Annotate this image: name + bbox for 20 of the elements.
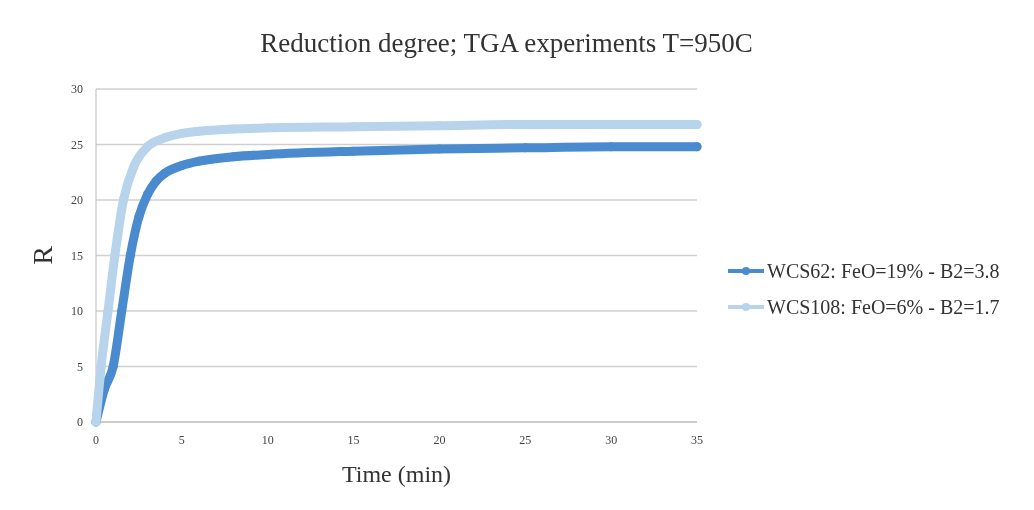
x-tick-label: 30 (605, 433, 618, 447)
x-tick-label: 10 (261, 433, 274, 447)
x-tick-label: 25 (519, 433, 532, 447)
y-tick-label: 30 (71, 82, 83, 97)
y-tick-label: 20 (71, 193, 83, 208)
legend-label: WCS62: FeO=19% - B2=3.8 (767, 260, 1000, 282)
chart-title: Reduction degree; TGA experiments T=950C (260, 28, 753, 58)
legend-label: WCS108: FeO=6% - B2=1.7 (767, 296, 1000, 318)
y-tick-label: 5 (77, 359, 83, 374)
x-tick-label: 5 (178, 433, 185, 447)
x-tick-label: 15 (347, 433, 360, 447)
y-axis-title: R (27, 245, 58, 265)
y-tick-label: 15 (71, 248, 83, 263)
y-tick-label: 25 (71, 137, 83, 152)
x-axis-title: Time (min) (341, 461, 452, 487)
x-tick-label: 0 (93, 433, 99, 447)
x-tick-label: 20 (433, 433, 446, 447)
x-tick-label: 35 (691, 433, 703, 447)
y-tick-label: 0 (77, 415, 83, 430)
y-tick-label: 10 (71, 304, 83, 319)
